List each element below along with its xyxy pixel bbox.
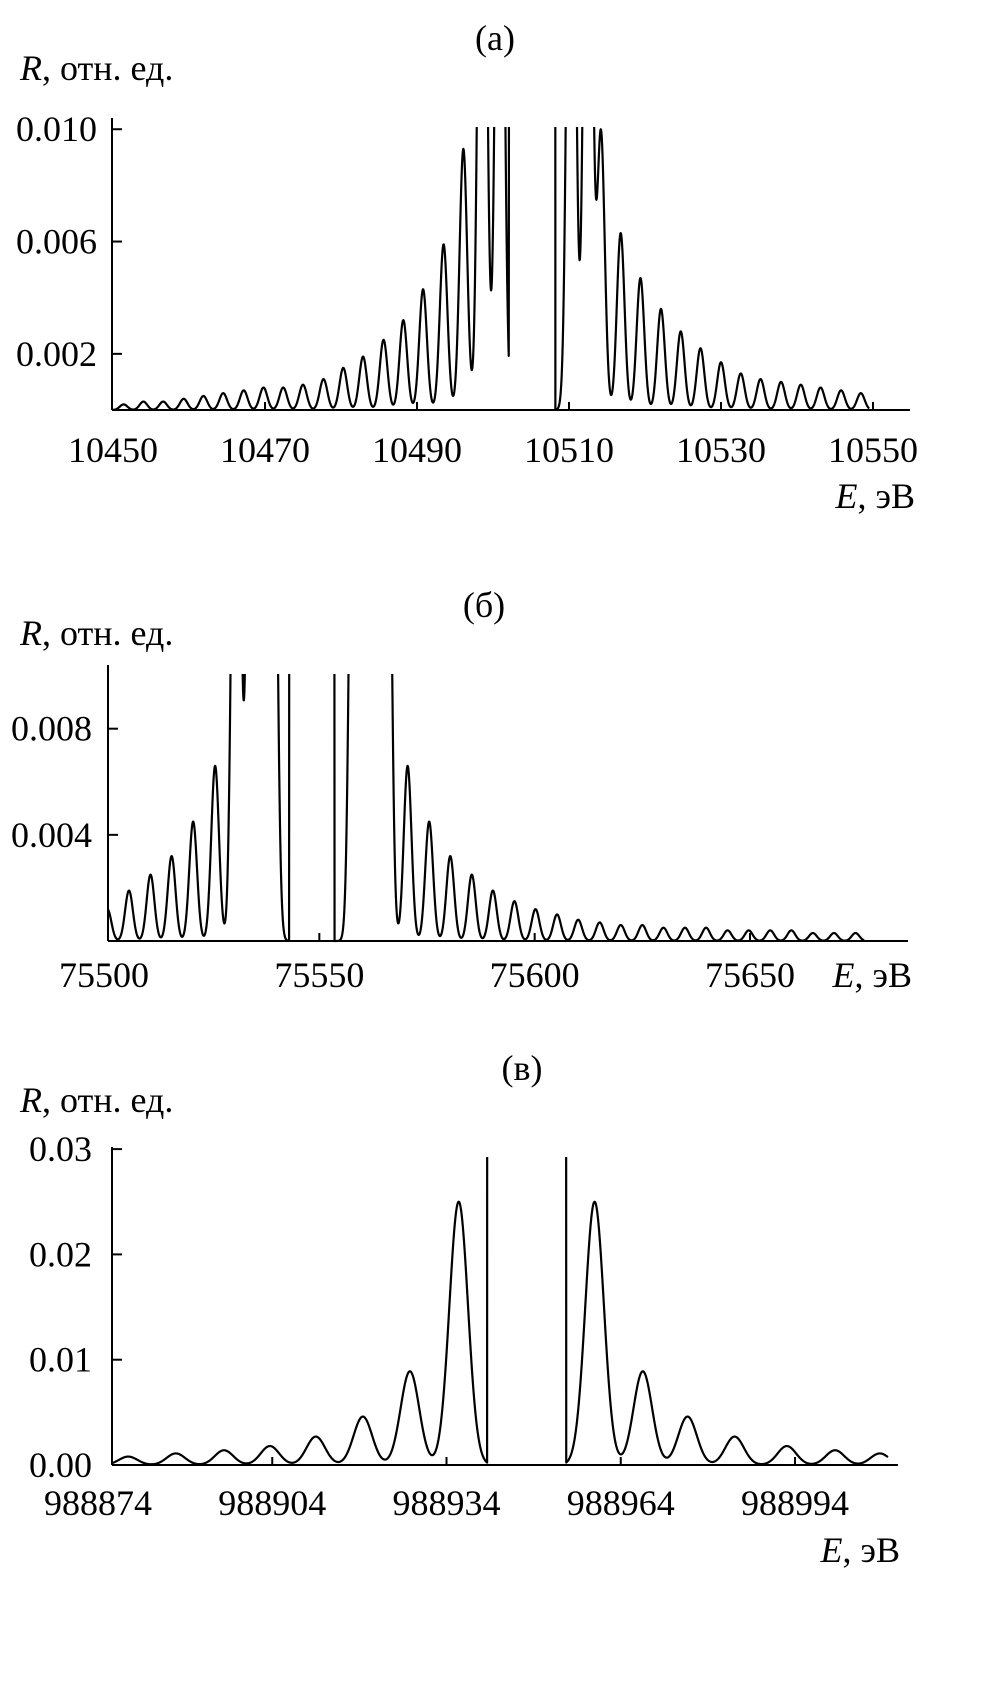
y-axis-symbol: R [19,1080,42,1120]
x-axis-label: E, эВ [820,1530,900,1570]
x-tick-label: 75550 [274,955,364,995]
y-tick-label: 0.008 [11,709,92,749]
panel-title: (б) [463,585,505,625]
x-axis-unit: , эВ [855,955,912,995]
x-axis-label: E, эВ [832,955,912,995]
panel-b: (б) R, отн. ед. E, эВ 0.004 0.008 75500 755… [11,585,912,995]
reflectivity-curve-left [108,674,291,943]
x-axis-symbol: E [832,955,855,995]
x-axis-symbol: E [835,476,858,516]
x-tick-label: 988904 [218,1483,326,1523]
panel-title: (а) [475,18,515,58]
reflectivity-curve-left [112,1157,489,1466]
y-tick-label: 0.010 [16,109,97,149]
reflectivity-curve-right [333,674,865,943]
y-tick-label: 0.00 [29,1445,92,1485]
x-axis-symbol: E [820,1530,843,1570]
x-tick-label: 75650 [705,955,795,995]
x-tick-label: 10450 [68,430,158,470]
x-axis-label: E, эВ [835,476,915,516]
x-tick-label: 10490 [372,430,462,470]
x-tick-label: 10510 [524,430,614,470]
y-axis-unit: , отн. ед. [42,1080,173,1120]
x-tick-label: 988874 [44,1483,152,1523]
panel-title: (в) [502,1048,543,1088]
y-axis-label: R, отн. ед. [19,1080,173,1120]
reflectivity-curve-left [112,127,511,411]
x-tick-label: 10550 [828,430,918,470]
y-axis-unit: , отн. ед. [42,613,173,653]
y-tick-label: 0.006 [16,222,97,262]
x-axis-unit: , эВ [858,476,915,516]
x-axis-unit: , эВ [843,1530,900,1570]
y-axis-symbol: R [19,48,42,88]
x-tick-label: 75600 [490,955,580,995]
y-tick-label: 0.01 [29,1340,92,1380]
y-axis-symbol: R [19,613,42,653]
y-tick-label: 0.02 [29,1234,92,1274]
x-tick-label: 10470 [220,430,310,470]
x-tick-label: 10530 [676,430,766,470]
x-tick-label: 988964 [567,1483,675,1523]
reflectivity-curve-right [554,127,871,411]
panel-c: (в) R, отн. ед. E, эВ 0.00 0.01 0.02 0.03 98… [19,1048,900,1570]
panel-a: (а) R, отн. ед. E, эВ 0.002 0.006 0.010 104… [16,18,918,516]
x-tick-label: 988994 [741,1483,849,1523]
x-tick-label: 988934 [393,1483,501,1523]
y-tick-label: 0.03 [29,1129,92,1169]
y-axis-label: R, отн. ед. [19,48,173,88]
y-axis-label: R, отн. ед. [19,613,173,653]
y-tick-label: 0.002 [16,334,97,374]
reflectivity-curve-right [565,1157,889,1466]
y-tick-label: 0.004 [11,815,92,855]
y-axis-unit: , отн. ед. [42,48,173,88]
x-tick-label: 75500 [59,955,149,995]
